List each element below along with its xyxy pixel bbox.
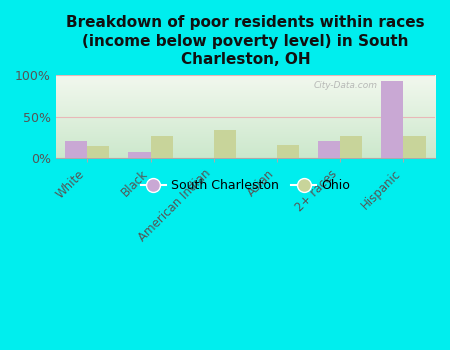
Bar xyxy=(403,136,426,158)
Bar xyxy=(151,136,173,158)
Bar xyxy=(340,136,362,158)
Title: Breakdown of poor residents within races
(income below poverty level) in South
C: Breakdown of poor residents within races… xyxy=(66,15,425,67)
Bar xyxy=(214,130,236,158)
Bar xyxy=(128,152,151,158)
Bar xyxy=(277,145,299,158)
Legend: South Charleston, Ohio: South Charleston, Ohio xyxy=(136,174,355,197)
Bar xyxy=(381,81,403,158)
Bar xyxy=(65,141,87,158)
Bar xyxy=(87,146,109,158)
Bar xyxy=(318,141,340,158)
Text: City-Data.com: City-Data.com xyxy=(314,81,378,90)
